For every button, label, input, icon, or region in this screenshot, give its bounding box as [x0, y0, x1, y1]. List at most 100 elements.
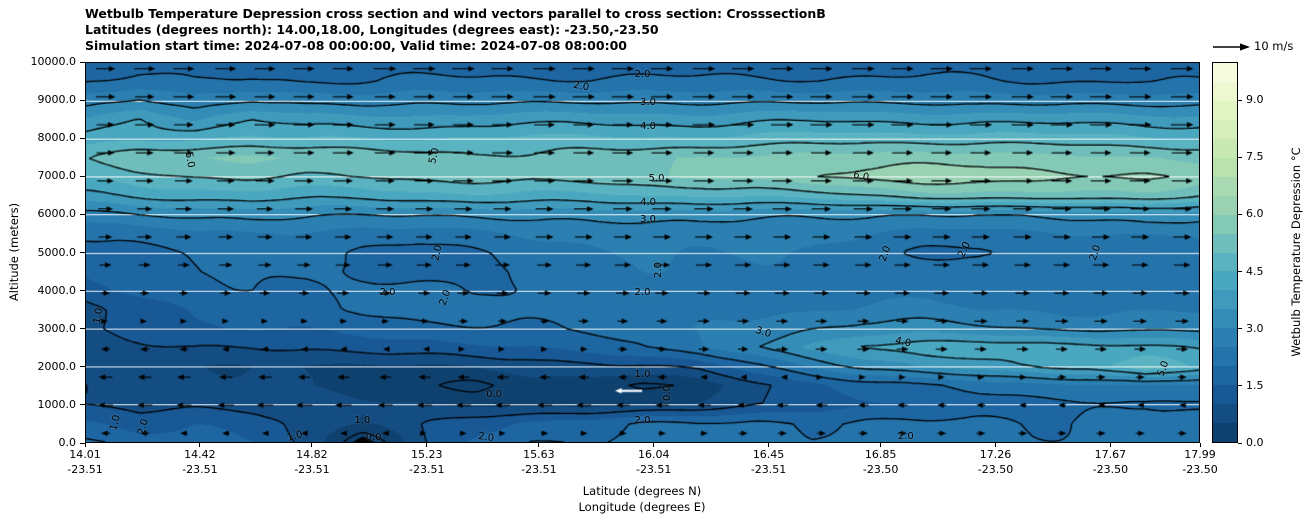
colorbar-label: Wetbulb Temperature Depression °C — [1289, 147, 1303, 357]
x-tick-label-lat: 17.26 — [979, 448, 1012, 461]
y-tick-mark — [80, 366, 85, 368]
x-tick-label-lat: 15.63 — [523, 448, 555, 461]
y-tick-mark — [80, 404, 85, 406]
colorbar-tick-mark — [1238, 156, 1242, 158]
x-tick-mark — [1199, 443, 1201, 447]
colorbar-tick-mark — [1238, 99, 1242, 101]
colorbar-band — [1213, 214, 1237, 234]
y-tick-mark — [80, 99, 85, 101]
y-tick-label: 9000.0 — [37, 93, 77, 107]
y-tick-label: 3000.0 — [37, 321, 77, 335]
colorbar-tick-label: 1.5 — [1246, 378, 1264, 392]
x-tick-mark — [426, 443, 428, 447]
colorbar-band — [1213, 195, 1237, 215]
colorbar-tick-mark — [1238, 271, 1242, 273]
x-tick-label-lat: 16.45 — [752, 448, 785, 461]
title-line-3: Simulation start time: 2024-07-08 00:00:… — [85, 38, 627, 53]
colorbar-band — [1213, 366, 1237, 386]
x-tick-label-lon: -23.51 — [409, 463, 445, 476]
colorbar-band — [1213, 119, 1237, 139]
x-tick-label-lon: -23.50 — [977, 463, 1014, 476]
colorbar-band — [1213, 233, 1237, 253]
y-tick-label: 2000.0 — [37, 359, 77, 373]
colorbar-band — [1213, 347, 1237, 367]
colorbar-band — [1213, 404, 1237, 424]
y-tick-mark — [80, 175, 85, 177]
x-tick-label-lon: -23.50 — [1092, 463, 1129, 476]
colorbar-tick-mark — [1238, 213, 1242, 215]
x-tick-label-lat: 15.23 — [411, 448, 443, 461]
colorbar-tick-label: 0.0 — [1246, 436, 1264, 449]
y-tick-label: 0.0 — [58, 436, 77, 449]
x-tick-mark — [84, 443, 86, 447]
x-tick-label-lon: -23.51 — [521, 463, 557, 476]
plot-area — [85, 62, 1200, 443]
x-tick-mark — [538, 443, 540, 447]
title-line-2: Latitudes (degrees north): 14.00,18.00, … — [85, 22, 659, 37]
y-tick-label: 4000.0 — [37, 283, 77, 297]
quiver-key-arrow-icon — [1213, 43, 1250, 51]
colorbar-tick-mark — [1238, 385, 1242, 387]
title-line-1: Wetbulb Temperature Depression cross sec… — [85, 6, 826, 21]
y-tick-mark — [80, 137, 85, 139]
colorbar-band — [1213, 138, 1237, 158]
x-tick-label-lon: -23.51 — [750, 463, 787, 476]
colorbar — [1212, 62, 1238, 443]
colorbar-band — [1213, 81, 1237, 101]
colorbar-band — [1213, 176, 1237, 196]
x-tick-label-lon: -23.51 — [635, 463, 672, 476]
x-tick-label-lon: -23.51 — [294, 463, 330, 476]
colorbar-band — [1213, 423, 1237, 443]
y-tick-label: 8000.0 — [37, 131, 77, 145]
y-tick-mark — [80, 252, 85, 253]
x-tick-mark — [199, 443, 201, 447]
colorbar-tick-mark — [1238, 328, 1242, 330]
x-tick-label-lat: 14.01 — [69, 448, 101, 461]
x-axis-label-latitude: Latitude (degrees N) — [582, 484, 702, 498]
colorbar-tick-mark — [1238, 442, 1242, 444]
colorbar-tick-label: 6.0 — [1246, 207, 1264, 221]
y-tick-mark — [80, 61, 85, 63]
colorbar-band — [1213, 385, 1237, 405]
x-tick-mark — [768, 443, 770, 447]
colorbar-band — [1213, 290, 1237, 310]
quiver-key-label: 10 m/s — [1254, 39, 1294, 53]
colorbar-tick-label: 3.0 — [1246, 321, 1264, 335]
x-tick-label-lon: -23.51 — [182, 463, 218, 476]
colorbar-band — [1213, 63, 1237, 82]
y-tick-mark — [80, 442, 85, 444]
y-tick-label: 7000.0 — [37, 169, 77, 183]
colorbar-tick-label: 7.5 — [1246, 150, 1264, 164]
colorbar-tick-label: 4.5 — [1246, 264, 1264, 278]
x-tick-label-lat: 14.42 — [184, 448, 216, 461]
colorbar-band — [1213, 100, 1237, 120]
x-tick-label-lat: 16.04 — [637, 448, 670, 461]
contour-quiver-canvas — [86, 63, 1199, 442]
colorbar-band — [1213, 271, 1237, 291]
colorbar-band — [1213, 157, 1237, 177]
quiver-key: 10 m/s — [1212, 39, 1312, 55]
colorbar-tick-label: 9.0 — [1246, 93, 1264, 107]
x-tick-label-lon: -23.50 — [862, 463, 899, 476]
y-tick-mark — [80, 290, 85, 292]
x-tick-label-lat: 16.85 — [864, 448, 897, 461]
x-tick-label-lat: 17.67 — [1094, 448, 1127, 461]
colorbar-band — [1213, 328, 1237, 348]
y-tick-label: 6000.0 — [37, 207, 77, 221]
y-tick-mark — [80, 328, 85, 330]
x-tick-mark — [994, 443, 996, 447]
y-tick-label: 1000.0 — [37, 397, 77, 411]
x-tick-mark — [311, 443, 313, 447]
x-axis-label-longitude: Longitude (degrees E) — [578, 500, 706, 514]
y-tick-label: 5000.0 — [37, 245, 77, 259]
colorbar-band — [1213, 252, 1237, 272]
colorbar-band — [1213, 309, 1237, 329]
x-tick-label-lat: 14.82 — [296, 448, 328, 461]
x-tick-mark — [653, 443, 655, 447]
x-tick-label-lon: -23.50 — [1182, 463, 1218, 476]
x-tick-mark — [880, 443, 882, 447]
x-tick-mark — [1109, 443, 1111, 447]
y-tick-mark — [80, 213, 85, 215]
y-tick-label: 10000.0 — [30, 55, 77, 68]
